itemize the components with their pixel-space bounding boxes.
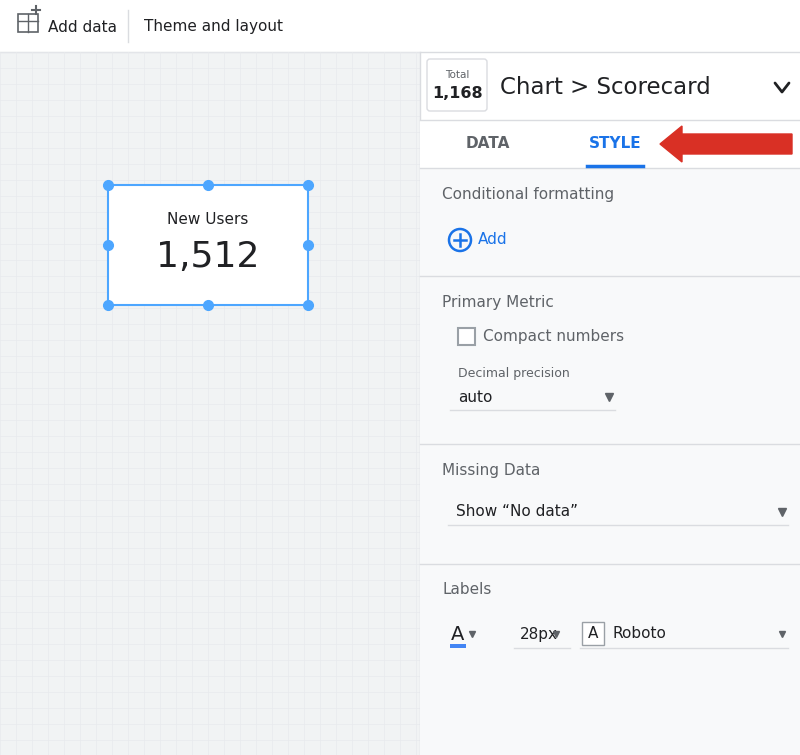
FancyBboxPatch shape: [420, 564, 800, 755]
Text: A: A: [588, 627, 598, 642]
Text: Add: Add: [478, 233, 508, 248]
Text: 1,512: 1,512: [156, 240, 260, 274]
Text: Show “No data”: Show “No data”: [456, 504, 578, 519]
Text: STYLE: STYLE: [589, 137, 642, 152]
FancyBboxPatch shape: [108, 185, 308, 305]
Text: Labels: Labels: [442, 583, 491, 597]
FancyBboxPatch shape: [420, 52, 800, 755]
Text: Theme and layout: Theme and layout: [144, 20, 283, 35]
FancyBboxPatch shape: [420, 276, 800, 444]
FancyBboxPatch shape: [458, 328, 475, 344]
Text: 1,168: 1,168: [432, 85, 482, 100]
Text: Conditional formatting: Conditional formatting: [442, 186, 614, 202]
Text: Total: Total: [445, 70, 469, 80]
Polygon shape: [660, 126, 792, 162]
Text: 28px: 28px: [520, 627, 558, 642]
Text: Add data: Add data: [48, 20, 117, 35]
FancyBboxPatch shape: [420, 444, 800, 564]
Text: Missing Data: Missing Data: [442, 463, 540, 477]
FancyBboxPatch shape: [420, 168, 800, 276]
Text: Decimal precision: Decimal precision: [458, 368, 570, 381]
FancyBboxPatch shape: [420, 120, 800, 168]
Text: Compact numbers: Compact numbers: [483, 328, 624, 344]
FancyBboxPatch shape: [0, 52, 420, 755]
Text: Primary Metric: Primary Metric: [442, 294, 554, 310]
FancyBboxPatch shape: [450, 644, 466, 648]
FancyBboxPatch shape: [0, 0, 800, 52]
FancyBboxPatch shape: [427, 59, 487, 111]
Text: Chart > Scorecard: Chart > Scorecard: [500, 76, 710, 100]
Text: A: A: [451, 624, 465, 643]
Text: DATA: DATA: [466, 137, 510, 152]
Text: Roboto: Roboto: [612, 627, 666, 642]
Text: auto: auto: [458, 390, 492, 405]
FancyBboxPatch shape: [582, 622, 604, 645]
Text: New Users: New Users: [167, 211, 249, 226]
